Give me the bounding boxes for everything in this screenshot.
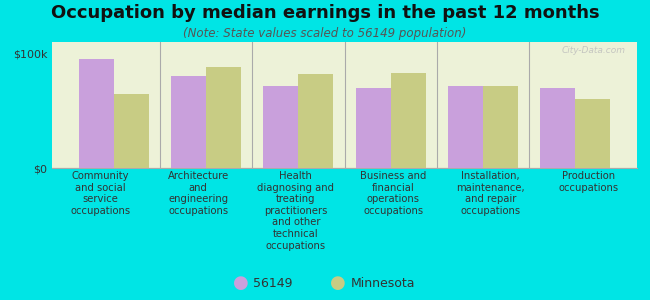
- Bar: [575, 99, 610, 168]
- Text: Occupation by median earnings in the past 12 months: Occupation by median earnings in the pas…: [51, 4, 599, 22]
- Bar: [540, 88, 575, 168]
- Text: Minnesota: Minnesota: [351, 277, 415, 290]
- Text: ●: ●: [233, 274, 248, 292]
- Text: (Note: State values scaled to 56149 population): (Note: State values scaled to 56149 popu…: [183, 27, 467, 40]
- Bar: [171, 76, 206, 168]
- Bar: [298, 74, 333, 168]
- Text: Installation,
maintenance,
and repair
occupations: Installation, maintenance, and repair oc…: [456, 171, 525, 216]
- Bar: [483, 85, 518, 168]
- Text: 56149: 56149: [254, 277, 293, 290]
- Bar: [448, 85, 483, 168]
- Bar: [263, 85, 298, 168]
- Text: Architecture
and
engineering
occupations: Architecture and engineering occupations: [168, 171, 229, 216]
- Bar: [114, 94, 149, 168]
- Bar: [79, 59, 114, 168]
- Text: Business and
financial
operations
occupations: Business and financial operations occupa…: [360, 171, 426, 216]
- Text: City-Data.com: City-Data.com: [562, 46, 625, 55]
- Bar: [356, 88, 391, 168]
- Text: Health
diagnosing and
treating
practitioners
and other
technical
occupations: Health diagnosing and treating practitio…: [257, 171, 334, 250]
- Text: ●: ●: [330, 274, 346, 292]
- Bar: [391, 73, 426, 168]
- Text: Community
and social
service
occupations: Community and social service occupations: [71, 171, 131, 216]
- Text: Production
occupations: Production occupations: [558, 171, 618, 193]
- Bar: [206, 67, 241, 168]
